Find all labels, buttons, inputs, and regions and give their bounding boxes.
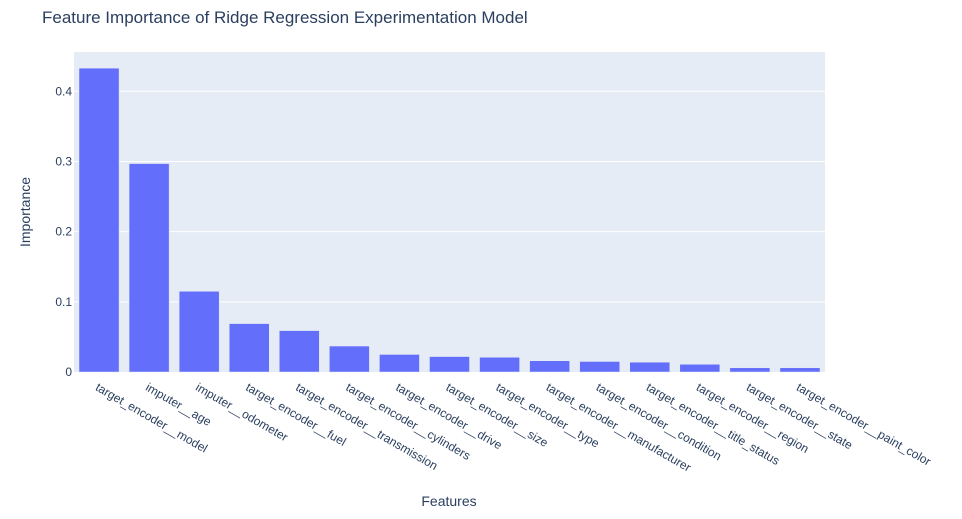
bar[interactable] — [329, 345, 370, 373]
y-tick-label: 0 — [65, 365, 72, 379]
bar[interactable] — [128, 163, 170, 373]
bar[interactable] — [379, 354, 420, 373]
bar[interactable] — [729, 367, 771, 373]
bar[interactable] — [279, 330, 320, 373]
y-tick-label: 0.2 — [55, 225, 72, 239]
bar[interactable] — [529, 360, 570, 373]
y-tick-label: 0.3 — [55, 154, 72, 168]
bar[interactable] — [429, 356, 470, 373]
y-tick-label: 0.1 — [55, 295, 72, 309]
y-axis-title: Importance — [17, 177, 33, 247]
bar[interactable] — [479, 357, 520, 373]
x-axis-title: Features — [421, 493, 476, 509]
bar[interactable] — [629, 361, 671, 373]
bars — [78, 67, 821, 373]
bar[interactable] — [78, 67, 120, 373]
bar[interactable] — [779, 367, 821, 373]
y-axis-ticks: 0 0.1 0.2 0.3 0.4 — [55, 84, 72, 379]
bar[interactable] — [579, 361, 620, 373]
chart-title: Feature Importance of Ridge Regression E… — [42, 8, 528, 27]
bar[interactable] — [228, 323, 270, 373]
bar[interactable] — [178, 291, 220, 373]
bar[interactable] — [679, 364, 721, 373]
y-tick-label: 0.4 — [55, 84, 72, 98]
